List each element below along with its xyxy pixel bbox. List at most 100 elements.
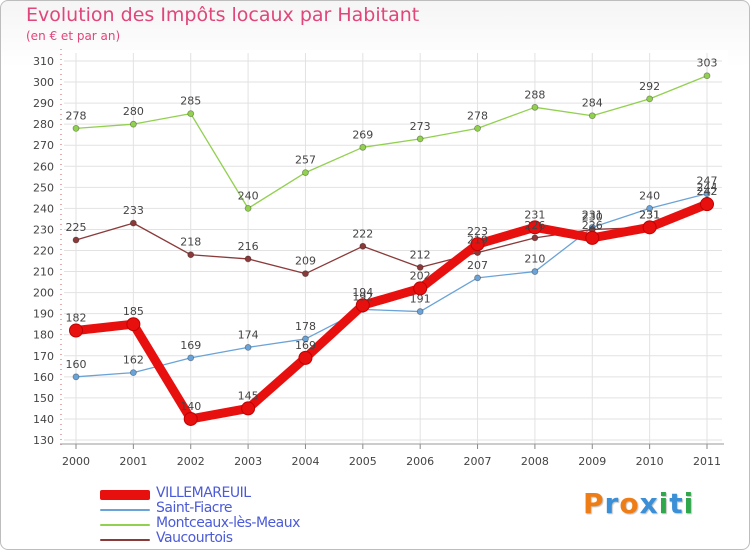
data-point-vaucourtois (302, 270, 309, 278)
data-label-saint-fiacre: 191 (410, 293, 431, 306)
data-label-saint-fiacre: 174 (238, 328, 259, 341)
logo-letter: i (683, 487, 695, 520)
legend-swatch (100, 539, 150, 541)
data-label-vaucourtois: 212 (410, 248, 431, 261)
y-tick-label: 130 (33, 434, 54, 447)
data-label-saint-fiacre: 169 (180, 339, 201, 352)
logo-letter: r (604, 487, 620, 520)
plot-area (60, 50, 728, 444)
y-tick-label: 290 (33, 97, 54, 110)
data-label-villemareuil: 145 (238, 389, 259, 402)
data-label-montceaux-l-s-meaux: 280 (123, 105, 144, 118)
x-tick-label: 2006 (406, 455, 434, 468)
data-label-montceaux-l-s-meaux: 269 (352, 128, 373, 141)
data-point-villemareuil (241, 401, 256, 416)
y-tick-label: 260 (33, 160, 54, 173)
data-point-montceaux-l-s-meaux (187, 110, 195, 118)
legend-swatch (100, 490, 150, 500)
data-label-montceaux-l-s-meaux: 284 (582, 97, 603, 110)
data-label-villemareuil: 185 (123, 305, 144, 318)
data-point-vaucourtois (244, 255, 252, 263)
series-line-montceaux-l-s-meaux (75, 75, 708, 210)
x-tick-label: 2003 (234, 455, 262, 468)
x-tick-label: 2004 (291, 455, 319, 468)
y-tick-label: 210 (33, 266, 54, 279)
data-point-saint-fiacre (129, 369, 137, 377)
data-label-villemareuil: 226 (582, 219, 603, 232)
data-label-vaucourtois: 233 (123, 204, 144, 217)
data-label-vaucourtois: 216 (238, 240, 259, 253)
logo-letter: t (669, 487, 684, 520)
data-point-vaucourtois (416, 263, 424, 271)
data-point-montceaux-l-s-meaux (416, 135, 424, 143)
data-point-montceaux-l-s-meaux (302, 169, 309, 176)
data-label-vaucourtois: 225 (66, 221, 87, 234)
data-label-montceaux-l-s-meaux: 240 (238, 189, 259, 202)
y-tick-label: 220 (33, 245, 54, 258)
data-label-vaucourtois: 226 (524, 219, 545, 232)
x-tick-label: 2001 (119, 455, 147, 468)
data-label-montceaux-l-s-meaux: 257 (295, 154, 316, 167)
data-label-saint-fiacre: 247 (697, 175, 718, 188)
y-tick-label: 160 (33, 371, 54, 384)
y-tick-label: 150 (33, 392, 54, 405)
data-label-montceaux-l-s-meaux: 278 (467, 109, 488, 122)
data-label-vaucourtois: 209 (295, 255, 316, 268)
x-tick-label: 2009 (578, 455, 606, 468)
data-label-montceaux-l-s-meaux: 273 (410, 120, 431, 133)
data-label-vaucourtois: 231 (639, 208, 660, 221)
data-point-vaucourtois (129, 219, 137, 227)
data-label-villemareuil: 194 (352, 286, 373, 299)
logo-letter: i (658, 487, 670, 520)
data-point-villemareuil (585, 230, 600, 245)
y-tick-label: 240 (33, 202, 54, 215)
proxiti-logo: Proxiti (583, 487, 694, 520)
chart-title: Evolution des Impôts locaux par Habitant (26, 4, 420, 26)
y-tick-label: 250 (33, 181, 54, 194)
data-label-saint-fiacre: 178 (295, 320, 316, 333)
data-label-saint-fiacre: 240 (639, 189, 660, 202)
data-point-montceaux-l-s-meaux (129, 120, 137, 128)
data-label-villemareuil: 169 (295, 339, 316, 352)
data-point-villemareuil (183, 411, 198, 426)
data-label-saint-fiacre: 210 (524, 253, 545, 266)
data-point-saint-fiacre (187, 354, 195, 362)
data-label-saint-fiacre: 207 (467, 259, 488, 272)
data-point-montceaux-l-s-meaux (72, 124, 80, 132)
y-tick-label: 230 (33, 223, 54, 236)
data-point-montceaux-l-s-meaux (359, 143, 367, 151)
data-label-vaucourtois: 222 (352, 227, 373, 240)
data-point-saint-fiacre (646, 204, 654, 212)
series-line-saint-fiacre (75, 192, 708, 378)
y-tick-label: 180 (33, 329, 54, 342)
data-label-villemareuil: 223 (467, 225, 488, 238)
legend-label: Vaucourtois (156, 530, 233, 546)
legend-swatch (100, 524, 150, 526)
data-point-vaucourtois (187, 251, 195, 259)
legend-label: VILLEMAREUIL (156, 485, 251, 501)
x-tick-label: 2011 (693, 455, 721, 468)
data-point-villemareuil (642, 220, 657, 235)
data-point-villemareuil (355, 298, 370, 313)
data-point-montceaux-l-s-meaux (703, 72, 711, 80)
data-label-saint-fiacre: 160 (66, 358, 87, 371)
data-point-vaucourtois (531, 234, 539, 242)
data-point-montceaux-l-s-meaux (244, 204, 252, 212)
y-tick-label: 280 (33, 118, 54, 131)
x-tick-label: 2002 (177, 455, 205, 468)
data-label-villemareuil: 242 (697, 185, 718, 198)
y-tick-label: 270 (33, 139, 54, 152)
data-label-vaucourtois: 218 (180, 236, 201, 249)
x-tick-label: 2008 (521, 455, 549, 468)
legend-label: Saint-Fiacre (156, 500, 233, 516)
data-label-montceaux-l-s-meaux: 292 (639, 80, 660, 93)
x-tick-label: 2005 (349, 455, 377, 468)
data-point-villemareuil (470, 237, 485, 252)
data-point-saint-fiacre (531, 268, 539, 275)
data-point-saint-fiacre (474, 274, 481, 282)
data-point-villemareuil (527, 220, 542, 235)
data-label-montceaux-l-s-meaux: 288 (524, 88, 545, 101)
y-tick-label: 170 (33, 350, 54, 363)
data-point-villemareuil (700, 197, 714, 212)
